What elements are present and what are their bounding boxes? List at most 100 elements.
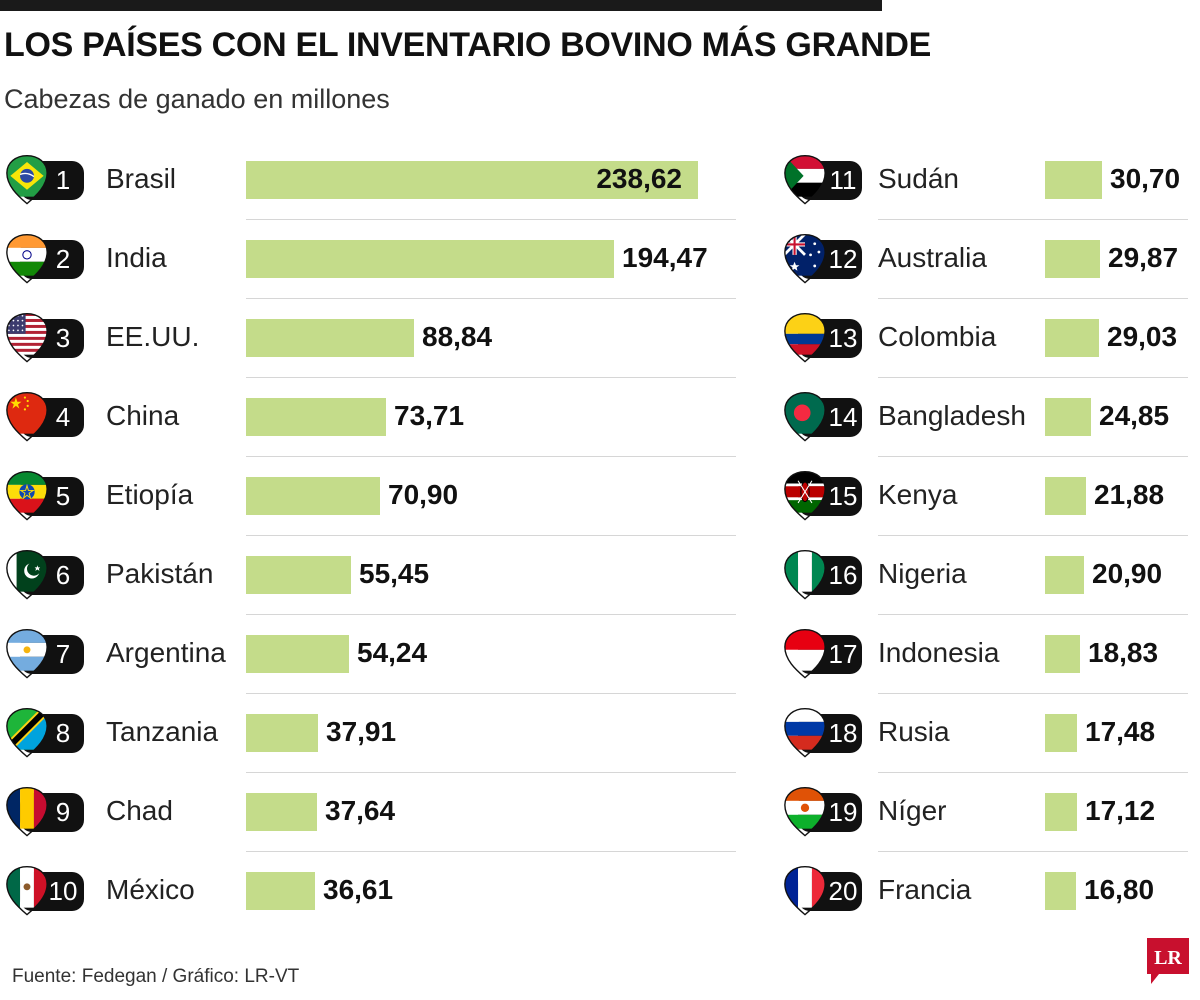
bar (1045, 793, 1077, 831)
rank-number: 1 (55, 165, 71, 195)
rank-number: 4 (55, 402, 71, 432)
rank-number: 3 (55, 323, 71, 353)
argentina-flag-icon (6, 629, 48, 679)
rank-number: 15 (828, 481, 858, 511)
row-divider (878, 693, 1188, 694)
bar (1045, 872, 1076, 910)
bar (246, 714, 318, 752)
country-label: Sudán (878, 163, 959, 194)
rank-number: 6 (55, 560, 71, 590)
brazil-flag-icon (6, 155, 48, 205)
row-divider (246, 693, 736, 694)
value-label: 55,45 (359, 558, 430, 589)
chart-row: 10 México 36,61 (0, 852, 1200, 931)
value-label: 29,87 (1108, 242, 1179, 273)
country-label: Argentina (106, 637, 226, 668)
country-label: Tanzania (106, 716, 219, 747)
value-label: 21,88 (1094, 479, 1165, 510)
lr-logo-icon: LR (1147, 938, 1189, 984)
value-label: 37,91 (326, 716, 397, 747)
bar-chart: 1 Brasil 238,62 2 India 194,47 3 EE.UU. 88,84 4 Ch… (0, 141, 1200, 931)
country-label: India (106, 242, 167, 273)
rank-number: 12 (828, 244, 858, 274)
bar (246, 477, 380, 515)
bar (246, 161, 698, 199)
chart-row: 15 Kenya 21,88 (0, 457, 1200, 536)
chart-row: 18 Rusia 17,48 (0, 694, 1200, 773)
pakistan-flag-icon (6, 550, 48, 600)
row-divider (878, 377, 1188, 378)
chart-row: 16 Nigeria 20,90 (0, 536, 1200, 615)
row-divider (246, 219, 736, 220)
country-label: Etiopía (106, 479, 194, 510)
row-divider (246, 298, 736, 299)
rank-number: 2 (55, 244, 71, 274)
chart-row: 19 Níger 17,12 (0, 773, 1200, 852)
rank-number: 20 (828, 876, 858, 906)
country-label: Kenya (878, 479, 958, 510)
chart-row: 17 Indonesia 18,83 (0, 615, 1200, 694)
usa-flag-icon (6, 313, 48, 363)
bar (246, 793, 317, 831)
china-flag-icon (6, 392, 48, 442)
country-label: Nigeria (878, 558, 967, 589)
rank-number: 10 (48, 876, 78, 906)
rank-number: 17 (828, 639, 858, 669)
value-label: 73,71 (394, 400, 465, 431)
niger-flag-icon (784, 787, 826, 837)
rank-number: 13 (828, 323, 858, 353)
row-divider (878, 535, 1188, 536)
bar (246, 319, 414, 357)
row-divider (246, 851, 736, 852)
row-divider (246, 377, 736, 378)
value-label: 37,64 (325, 795, 396, 826)
rank-number: 16 (828, 560, 858, 590)
bar (246, 398, 386, 436)
bar (1045, 635, 1080, 673)
bar (246, 556, 351, 594)
country-label: Indonesia (878, 637, 1000, 668)
rank-number: 14 (828, 402, 858, 432)
country-label: Níger (878, 795, 947, 826)
value-label: 30,70 (1110, 163, 1181, 194)
country-label: Bangladesh (878, 400, 1026, 431)
india-flag-icon (6, 234, 48, 284)
chad-flag-icon (6, 787, 48, 837)
value-label: 54,24 (357, 637, 428, 668)
row-divider (246, 614, 736, 615)
chart-row: 12 Australia 29,87 (0, 220, 1200, 299)
source-note: Fuente: Fedegan / Gráfico: LR-VT (12, 966, 300, 987)
value-label: 238,62 (596, 163, 682, 194)
row-divider (246, 772, 736, 773)
chart-row: 13 Colombia 29,03 (0, 299, 1200, 378)
value-label: 16,80 (1084, 874, 1155, 905)
chart-row: 11 Sudán 30,70 (0, 141, 1200, 220)
bar (246, 872, 315, 910)
chart-row: 6 Pakistán 55,45 (0, 536, 1200, 615)
country-label: México (106, 874, 195, 905)
value-label: 20,90 (1092, 558, 1163, 589)
chart-row: 2 India 194,47 (0, 220, 1200, 299)
row-divider (878, 219, 1188, 220)
country-label: Francia (878, 874, 972, 905)
chart-row: 8 Tanzania 37,91 (0, 694, 1200, 773)
row-divider (878, 456, 1188, 457)
ethiopia-flag-icon (6, 471, 48, 521)
mexico-flag-icon (6, 866, 48, 916)
bar (1045, 556, 1084, 594)
value-label: 17,48 (1085, 716, 1156, 747)
value-label: 70,90 (388, 479, 459, 510)
value-label: 24,85 (1099, 400, 1170, 431)
chart-row: 14 Bangladesh 24,85 (0, 378, 1200, 457)
chart-title: LOS PAÍSES CON EL INVENTARIO BOVINO MÁS … (4, 26, 931, 64)
value-label: 88,84 (422, 321, 493, 352)
country-label: Pakistán (106, 558, 214, 589)
nigeria-flag-icon (784, 550, 826, 600)
chart-row: 9 Chad 37,64 (0, 773, 1200, 852)
indonesia-flag-icon (784, 629, 826, 679)
rank-number: 11 (829, 165, 857, 195)
row-divider (878, 772, 1188, 773)
rank-number: 8 (55, 718, 71, 748)
value-label: 17,12 (1085, 795, 1156, 826)
rank-number: 5 (55, 481, 71, 511)
